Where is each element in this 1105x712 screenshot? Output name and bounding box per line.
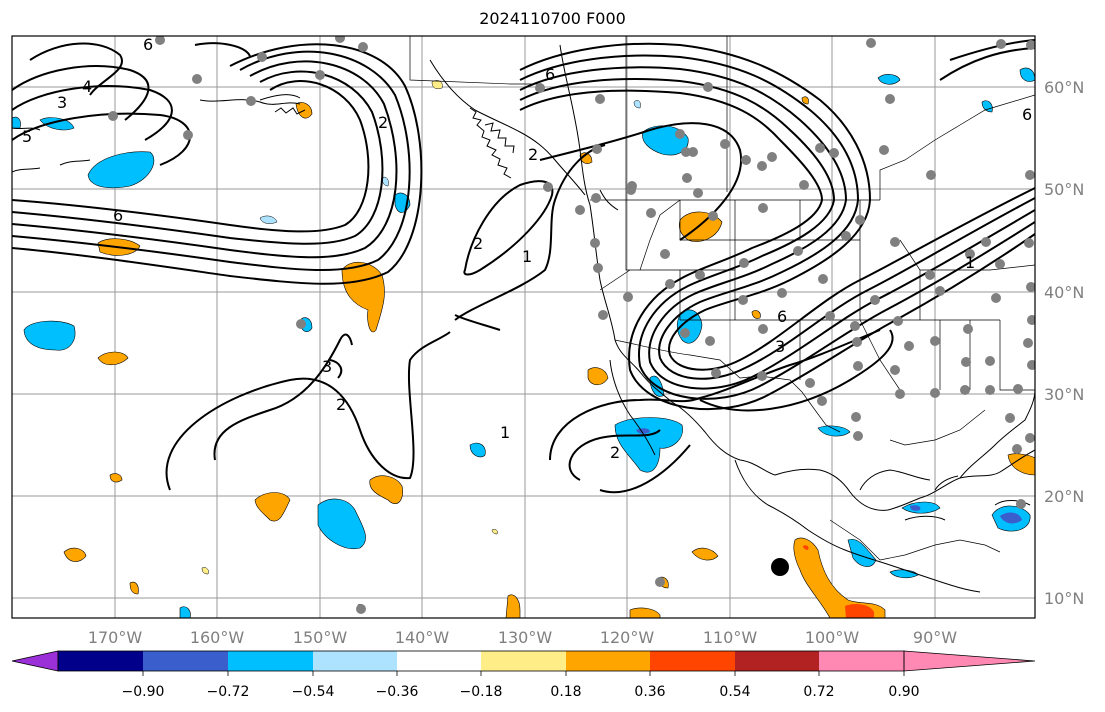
lon-label: 140°W (395, 628, 450, 647)
contour-label: 6 (545, 65, 555, 84)
colorbar-segment (228, 651, 313, 671)
lon-label: 110°W (703, 628, 758, 647)
colorbar-tick-label: 0.36 (634, 684, 665, 700)
red-fills (803, 545, 874, 618)
light-blue-fills (259, 100, 641, 224)
lat-label: 60°N (1044, 78, 1084, 97)
contour-label: 2 (528, 145, 538, 164)
contour-label: 2 (610, 443, 620, 462)
lon-label: 100°W (805, 628, 860, 647)
map-frame (11, 35, 1036, 619)
colorbar: −0.90 −0.72 −0.54 −0.36 −0.18 0.18 0.36 … (11, 650, 1036, 700)
contour-label: 4 (82, 77, 92, 96)
political-borders (409, 36, 1035, 561)
colorbar-segment (58, 651, 143, 671)
colorbar-tick-label: −0.36 (376, 684, 419, 700)
colorbar-segment (481, 651, 566, 671)
lat-label: 30°N (1044, 385, 1084, 404)
colorbar-low-extension (11, 650, 59, 672)
contour-label: 2 (336, 395, 346, 414)
colorbar-tick-label: −0.90 (122, 684, 165, 700)
contour-label: 3 (322, 357, 332, 376)
lon-label: 120°W (600, 628, 655, 647)
lon-label: 90°W (913, 628, 957, 647)
colorbar-tick-label: 0.54 (719, 684, 750, 700)
contour-label: 1 (500, 423, 510, 442)
map-plot-area (12, 36, 1035, 618)
lat-label: 10°N (1044, 589, 1084, 608)
contour-label: 2 (473, 234, 483, 253)
colorbar-tick-label: −0.18 (460, 684, 503, 700)
colorbar-tick-label: 0.18 (550, 684, 581, 700)
station-markers (108, 36, 1035, 614)
lat-label: 20°N (1044, 487, 1084, 506)
colorbar-segment (397, 651, 481, 671)
darker-blue-fills (636, 428, 1022, 524)
colorbar-segment (735, 651, 819, 671)
colorbar-segment (313, 651, 397, 671)
contour-label: 3 (775, 337, 785, 356)
contour-label: 1 (522, 247, 532, 266)
contour-labels: 6 5 4 3 2 6 2 6 6 2 1 3 2 1 2 3 6 1 (22, 35, 1032, 462)
colorbar-segment (819, 651, 904, 671)
colorbar-high-extension (903, 650, 1036, 672)
archipelago-coast (274, 107, 515, 179)
colorbar-tick-label: 0.72 (803, 684, 834, 700)
lon-label: 150°W (293, 628, 348, 647)
longitude-labels: 170°W 160°W 150°W 140°W 130°W 120°W 110°… (88, 628, 957, 647)
colorbar-tick-label: −0.54 (292, 684, 335, 700)
contour-label: 6 (1022, 105, 1032, 124)
storm-center-marker (771, 558, 789, 576)
colorbar-tick-label: 0.90 (888, 684, 919, 700)
chart-title: 2024110700 F000 (479, 9, 626, 28)
yellow-fills (201, 80, 498, 575)
lon-label: 130°W (498, 628, 553, 647)
lat-label: 50°N (1044, 180, 1084, 199)
contour-label: 5 (22, 127, 32, 146)
lon-label: 170°W (88, 628, 143, 647)
colorbar-segment (143, 651, 228, 671)
colorbar-segment (566, 651, 650, 671)
contour-label: 6 (777, 307, 787, 326)
lat-label: 40°N (1044, 283, 1084, 302)
contour-label: 6 (113, 206, 123, 225)
contour-label: 1 (965, 253, 975, 272)
colorbar-tick-label: −0.72 (207, 684, 250, 700)
contour-label: 3 (57, 93, 67, 112)
coastlines (12, 44, 1035, 593)
colorbar-segment (650, 651, 735, 671)
contour-label: 6 (143, 35, 153, 54)
latitude-labels: 60°N 50°N 40°N 30°N 20°N 10°N (1044, 78, 1084, 608)
contour-label: 2 (378, 113, 388, 132)
geopotential-contours (12, 39, 1035, 494)
lon-label: 160°W (190, 628, 245, 647)
